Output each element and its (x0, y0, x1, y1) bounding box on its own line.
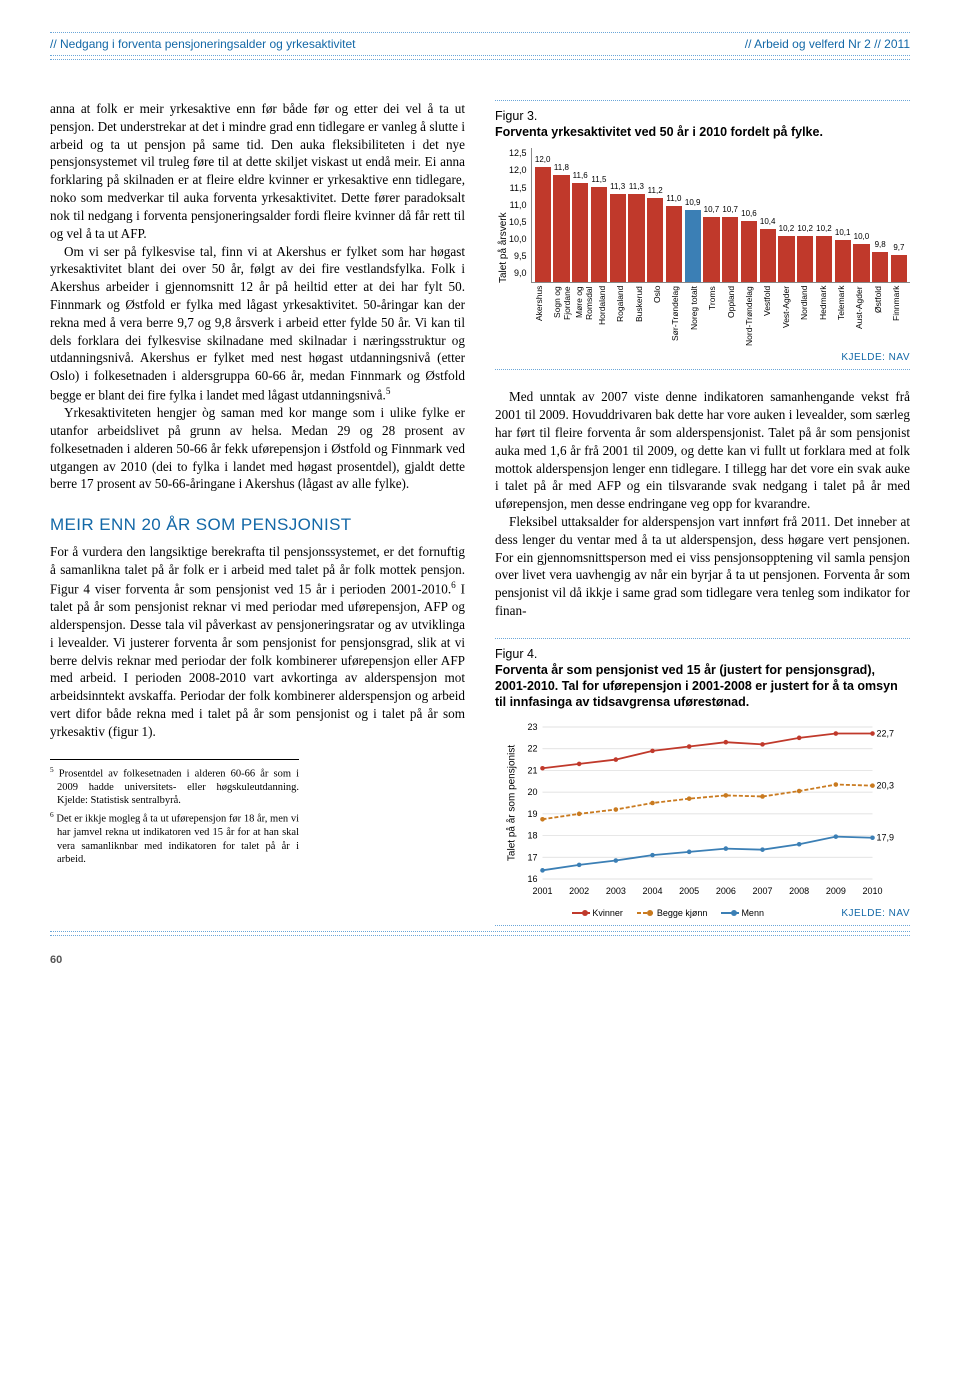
svg-text:2003: 2003 (606, 886, 626, 896)
body-paragraph: Med unntak av 2007 viste denne indikator… (495, 388, 910, 513)
svg-text:2006: 2006 (716, 886, 736, 896)
body-paragraph: For å vurdera den langsiktige berekrafta… (50, 543, 465, 740)
svg-text:21: 21 (527, 765, 537, 775)
body-paragraph: Om vi ser på fylkesvise tal, finn vi at … (50, 243, 465, 405)
header-right: // Arbeid og velferd Nr 2 // 2011 (745, 37, 910, 51)
svg-text:Talet på år som pensjonist: Talet på år som pensjonist (506, 744, 518, 860)
svg-text:16: 16 (527, 874, 537, 884)
svg-text:2008: 2008 (789, 886, 809, 896)
figure-legend: KvinnerBegge kjønnMenn (495, 908, 841, 918)
figure-source: KJELDE: NAV (495, 352, 910, 363)
svg-text:2010: 2010 (862, 886, 882, 896)
right-column: Figur 3. Forventa yrkesaktivitet ved 50 … (495, 100, 910, 944)
page-number: 60 (50, 954, 62, 966)
section-heading: MEIR ENN 20 ÅR SOM PENSJONIST (50, 515, 465, 535)
svg-text:2002: 2002 (569, 886, 589, 896)
body-paragraph: Yrkesaktiviteten hengjer òg saman med ko… (50, 404, 465, 493)
svg-text:2009: 2009 (826, 886, 846, 896)
footnotes: 5 Prosentdel av folkesetnaden i alderen … (50, 759, 299, 867)
figure-number: Figur 4. (495, 647, 910, 661)
figure-title: Forventa yrkesaktivitet ved 50 år i 2010… (495, 124, 910, 140)
svg-text:20,3: 20,3 (877, 780, 895, 790)
svg-text:2005: 2005 (679, 886, 699, 896)
figure-source: KJELDE: NAV (841, 908, 910, 919)
svg-text:2001: 2001 (532, 886, 552, 896)
figure-title: Forventa år som pensjonist ved 15 år (ju… (495, 662, 910, 711)
svg-text:22: 22 (527, 743, 537, 753)
body-paragraph: anna at folk er meir yrkesaktive enn før… (50, 100, 465, 243)
svg-text:23: 23 (527, 722, 537, 732)
header-left: // Nedgang i forventa pensjoneringsalder… (50, 37, 356, 51)
svg-text:20: 20 (527, 787, 537, 797)
figure-4: Figur 4. Forventa år som pensjonist ved … (495, 638, 910, 926)
svg-text:2007: 2007 (752, 886, 772, 896)
svg-text:2004: 2004 (642, 886, 662, 896)
page-header: // Nedgang i forventa pensjoneringsalder… (50, 32, 910, 60)
svg-text:17,9: 17,9 (877, 832, 895, 842)
left-column: anna at folk er meir yrkesaktive enn før… (50, 100, 465, 944)
svg-text:19: 19 (527, 808, 537, 818)
figure-number: Figur 3. (495, 109, 910, 123)
svg-text:17: 17 (527, 852, 537, 862)
figure-3: Figur 3. Forventa yrkesaktivitet ved 50 … (495, 100, 910, 370)
svg-text:18: 18 (527, 830, 537, 840)
svg-text:22,7: 22,7 (877, 728, 895, 738)
body-paragraph: Fleksibel uttaksalder for alderspensjon … (495, 513, 910, 620)
